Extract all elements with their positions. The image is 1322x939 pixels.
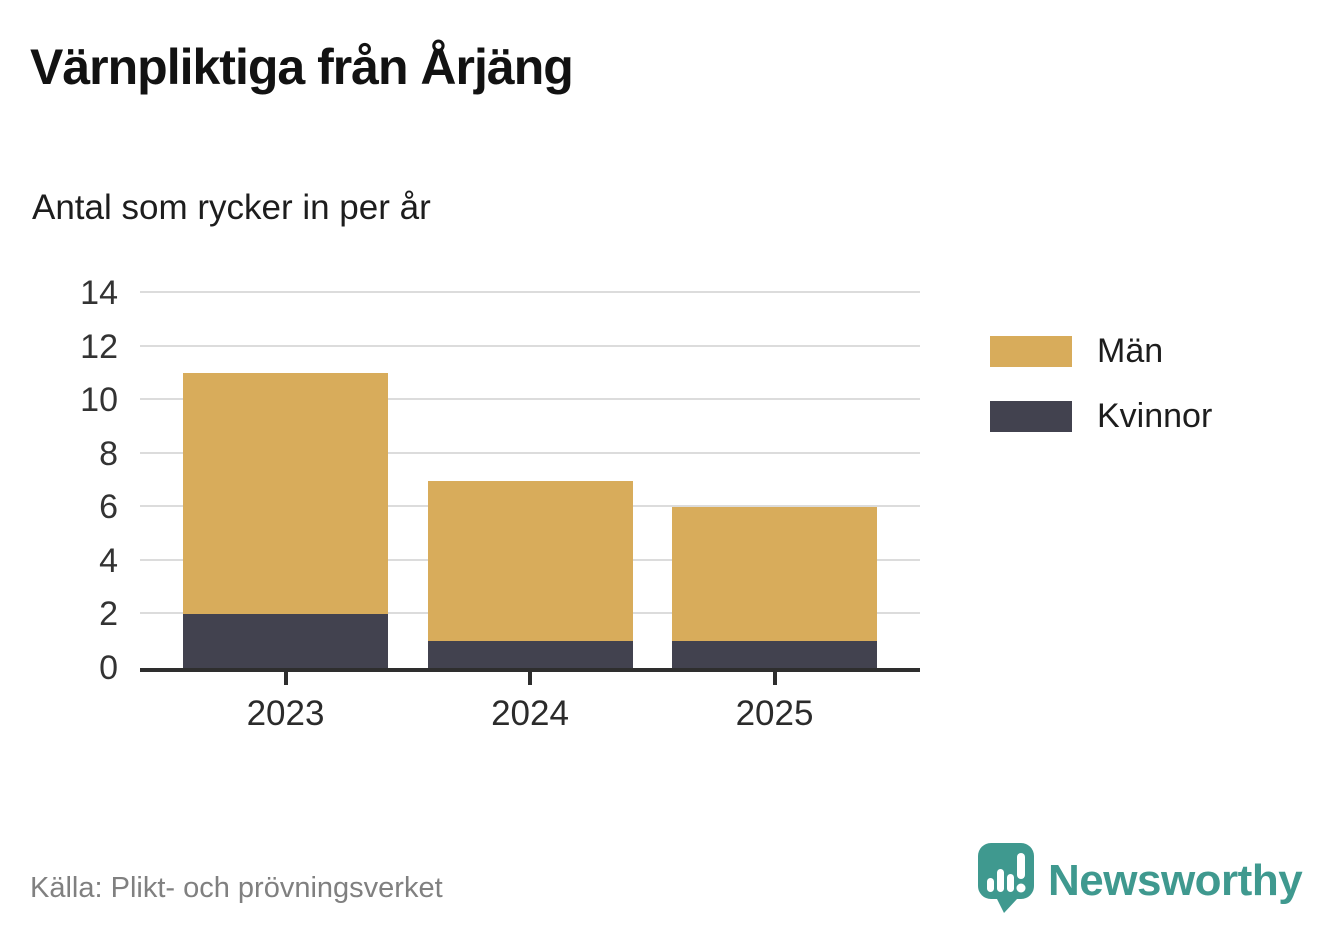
gridline	[140, 398, 920, 401]
x-axis-tick-label: 2023	[246, 694, 325, 733]
y-axis-tick-label: 2	[99, 595, 118, 634]
bar-2023	[183, 293, 388, 668]
x-axis-tick	[283, 672, 288, 685]
chart-subtitle: Antal som rycker in per år	[32, 188, 431, 227]
bars-container	[140, 293, 920, 668]
bar-segment-män	[427, 480, 633, 642]
bar-segment-kvinnor	[183, 614, 388, 668]
x-axis-tick	[528, 672, 532, 685]
brand-logo: Newsworthy	[978, 843, 1303, 918]
gridline	[140, 451, 920, 454]
y-axis-tick-label: 14	[80, 274, 118, 312]
legend-item: Kvinnor	[990, 397, 1212, 436]
y-axis-tick-label: 4	[99, 541, 118, 580]
bar-segment-kvinnor	[427, 641, 633, 668]
newsworthy-logo-icon	[978, 843, 1034, 918]
y-axis-tick-label: 8	[99, 434, 118, 473]
bar-segment-män	[183, 373, 388, 615]
legend-item: Män	[990, 332, 1212, 371]
brand-name: Newsworthy	[1048, 855, 1303, 905]
legend: Män Kvinnor	[990, 332, 1212, 462]
bar-segment-kvinnor	[672, 641, 877, 668]
legend-label: Kvinnor	[1097, 397, 1213, 435]
bar-segment-män	[672, 507, 877, 642]
bar-2025	[672, 293, 877, 668]
x-axis-tick-label: 2025	[735, 694, 814, 733]
chart-title: Värnpliktiga från Årjäng	[30, 39, 574, 95]
y-axis-tick-label: 6	[99, 488, 118, 527]
y-axis-tick-label: 0	[99, 649, 118, 687]
plot-area: 0 2 4 6 8 10 12 14 2023 2024 2025	[80, 276, 920, 733]
gridline	[140, 291, 920, 293]
y-axis-tick-label: 12	[80, 327, 118, 366]
y-axis-tick-label: 10	[80, 381, 118, 420]
legend-label: Män	[1097, 332, 1164, 370]
legend-swatch	[990, 401, 1072, 432]
bar-2024	[427, 293, 633, 668]
x-axis-tick	[772, 672, 777, 685]
gridline	[140, 344, 920, 347]
legend-swatch	[990, 336, 1072, 367]
source-note: Källa: Plikt- och prövningsverket	[30, 872, 443, 904]
x-axis-tick-label: 2024	[491, 694, 569, 733]
